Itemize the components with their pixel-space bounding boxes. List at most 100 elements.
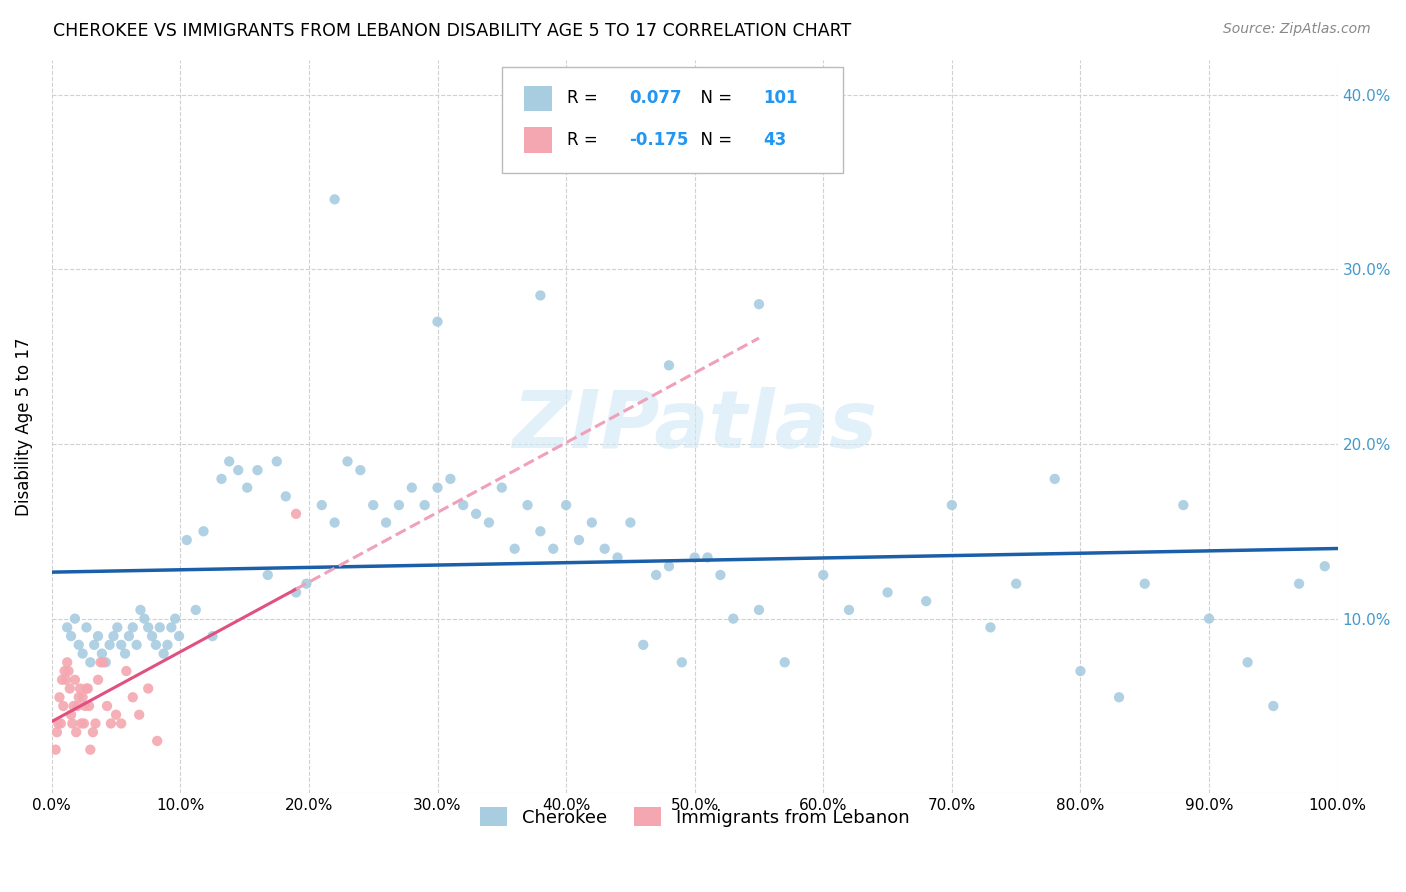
Point [451, 498, 474, 512]
Legend: Cherokee, Immigrants from Lebanon: Cherokee, Immigrants from Lebanon [471, 797, 918, 836]
Point [136, 620, 159, 634]
Point [59, 681, 82, 696]
Point [236, 481, 259, 495]
Point [75, 698, 97, 713]
Point [1005, 576, 1028, 591]
Point [361, 498, 384, 512]
Text: 0.077: 0.077 [628, 89, 682, 108]
Point [218, 454, 240, 468]
Point [84, 716, 107, 731]
Point [813, 568, 835, 582]
Point [658, 559, 681, 574]
Point [633, 638, 655, 652]
Point [165, 612, 187, 626]
Point [529, 524, 551, 539]
Point [63, 673, 86, 687]
Point [606, 550, 628, 565]
Point [426, 315, 449, 329]
FancyBboxPatch shape [523, 128, 553, 153]
Point [645, 568, 668, 582]
Point [60, 716, 83, 731]
Point [115, 664, 138, 678]
Point [69, 681, 91, 696]
Point [266, 454, 288, 468]
Point [491, 481, 513, 495]
Point [1198, 612, 1220, 626]
Point [46, 716, 69, 731]
Point [593, 541, 616, 556]
Point [696, 550, 718, 565]
Point [70, 716, 93, 731]
Text: 43: 43 [763, 131, 786, 149]
FancyBboxPatch shape [523, 86, 553, 112]
Point [63, 612, 86, 626]
Point [56, 620, 79, 634]
Point [121, 690, 143, 705]
Point [1288, 576, 1310, 591]
Point [349, 463, 371, 477]
Point [426, 481, 449, 495]
Point [274, 489, 297, 503]
Text: -0.175: -0.175 [628, 131, 689, 149]
Point [60, 707, 83, 722]
Point [748, 297, 770, 311]
Point [709, 568, 731, 582]
Point [979, 620, 1001, 634]
Point [465, 507, 488, 521]
Point [82, 725, 104, 739]
Point [156, 638, 179, 652]
Point [110, 716, 132, 731]
Point [125, 638, 148, 652]
Point [285, 507, 308, 521]
Point [110, 638, 132, 652]
Point [48, 690, 70, 705]
Point [79, 742, 101, 756]
Point [478, 516, 501, 530]
Point [838, 603, 860, 617]
Point [67, 690, 90, 705]
Point [336, 454, 359, 468]
Point [375, 516, 398, 530]
Point [723, 612, 745, 626]
Point [201, 629, 224, 643]
Point [60, 629, 83, 643]
Point [256, 568, 278, 582]
Text: R =: R = [568, 89, 603, 108]
Point [136, 681, 159, 696]
Point [121, 620, 143, 634]
Point [90, 656, 112, 670]
Point [76, 620, 98, 634]
Point [1133, 576, 1156, 591]
Point [503, 541, 526, 556]
Point [311, 498, 333, 512]
Point [160, 620, 183, 634]
Point [55, 673, 77, 687]
Point [323, 516, 346, 530]
Point [105, 707, 128, 722]
Point [105, 620, 128, 634]
Point [149, 620, 172, 634]
Point [439, 472, 461, 486]
Point [94, 656, 117, 670]
Point [145, 638, 167, 652]
Point [141, 629, 163, 643]
Point [401, 481, 423, 495]
Point [568, 533, 591, 547]
Point [295, 576, 318, 591]
Point [516, 498, 538, 512]
Point [152, 647, 174, 661]
Point [683, 550, 706, 565]
Point [529, 288, 551, 302]
Point [83, 638, 105, 652]
Point [1236, 656, 1258, 670]
Point [91, 656, 114, 670]
Point [658, 359, 681, 373]
Text: CHEROKEE VS IMMIGRANTS FROM LEBANON DISABILITY AGE 5 TO 17 CORRELATION CHART: CHEROKEE VS IMMIGRANTS FROM LEBANON DISA… [53, 22, 852, 40]
Text: N =: N = [689, 131, 737, 149]
Point [211, 472, 233, 486]
Point [1263, 698, 1285, 713]
Point [184, 603, 207, 617]
Point [876, 585, 898, 599]
Point [285, 585, 308, 599]
Point [58, 664, 80, 678]
